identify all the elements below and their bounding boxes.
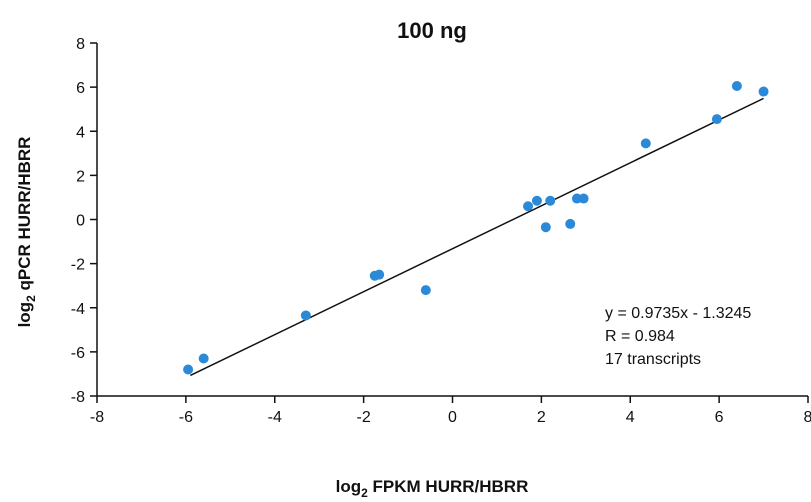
data-point: [420, 285, 431, 296]
y-tick-label: 8: [76, 36, 85, 53]
y-tick-label: -2: [71, 257, 85, 274]
data-point: [711, 114, 722, 125]
y-axis-ticks: -8 -6 -4 -2 0 2 4 6 8: [71, 36, 97, 406]
y-axis-label: log2 qPCR HURR/HBRR: [15, 137, 38, 328]
x-tick-label: -4: [268, 409, 282, 426]
transcript-count-text: 17 transcripts: [605, 351, 701, 368]
data-point: [183, 364, 194, 375]
regression-line: [189, 97, 764, 377]
x-tick-label: 0: [448, 409, 457, 426]
data-point: [565, 218, 576, 229]
fit-annotation: y = 0.9735x - 1.3245 R = 0.984 17 transc…: [605, 305, 751, 368]
x-axis-label: log2 FPKM HURR/HBRR: [336, 477, 529, 500]
data-point: [545, 195, 556, 206]
x-tick-label: 6: [715, 409, 724, 426]
x-axis-ticks: -8 -6 -4 -2 0 2 4 6 8: [90, 396, 811, 426]
y-tick-label: -4: [71, 301, 85, 318]
equation-text: y = 0.9735x - 1.3245: [605, 305, 751, 322]
x-tick-label: -6: [179, 409, 193, 426]
x-tick-label: 2: [537, 409, 546, 426]
data-point: [640, 138, 651, 149]
data-points: [183, 81, 769, 375]
chart-title: 100 ng: [397, 18, 467, 43]
data-point: [374, 269, 385, 280]
y-tick-label: 4: [76, 124, 85, 141]
x-tick-label: -8: [90, 409, 104, 426]
data-point: [758, 86, 769, 97]
y-tick-label: 6: [76, 80, 85, 97]
axes: [96, 43, 808, 397]
data-point: [578, 193, 589, 204]
data-point: [731, 81, 742, 92]
y-tick-label: -6: [71, 345, 85, 362]
correlation-text: R = 0.984: [605, 328, 675, 345]
x-tick-label: 4: [626, 409, 635, 426]
y-tick-label: -8: [71, 389, 85, 406]
data-point: [198, 353, 209, 364]
data-point: [531, 195, 542, 206]
x-tick-label: 8: [804, 409, 811, 426]
y-tick-label: 2: [76, 168, 85, 185]
x-tick-label: -2: [357, 409, 371, 426]
y-tick-label: 0: [76, 213, 85, 230]
data-point: [300, 310, 311, 321]
data-point: [540, 222, 551, 233]
data-point: [523, 201, 534, 212]
